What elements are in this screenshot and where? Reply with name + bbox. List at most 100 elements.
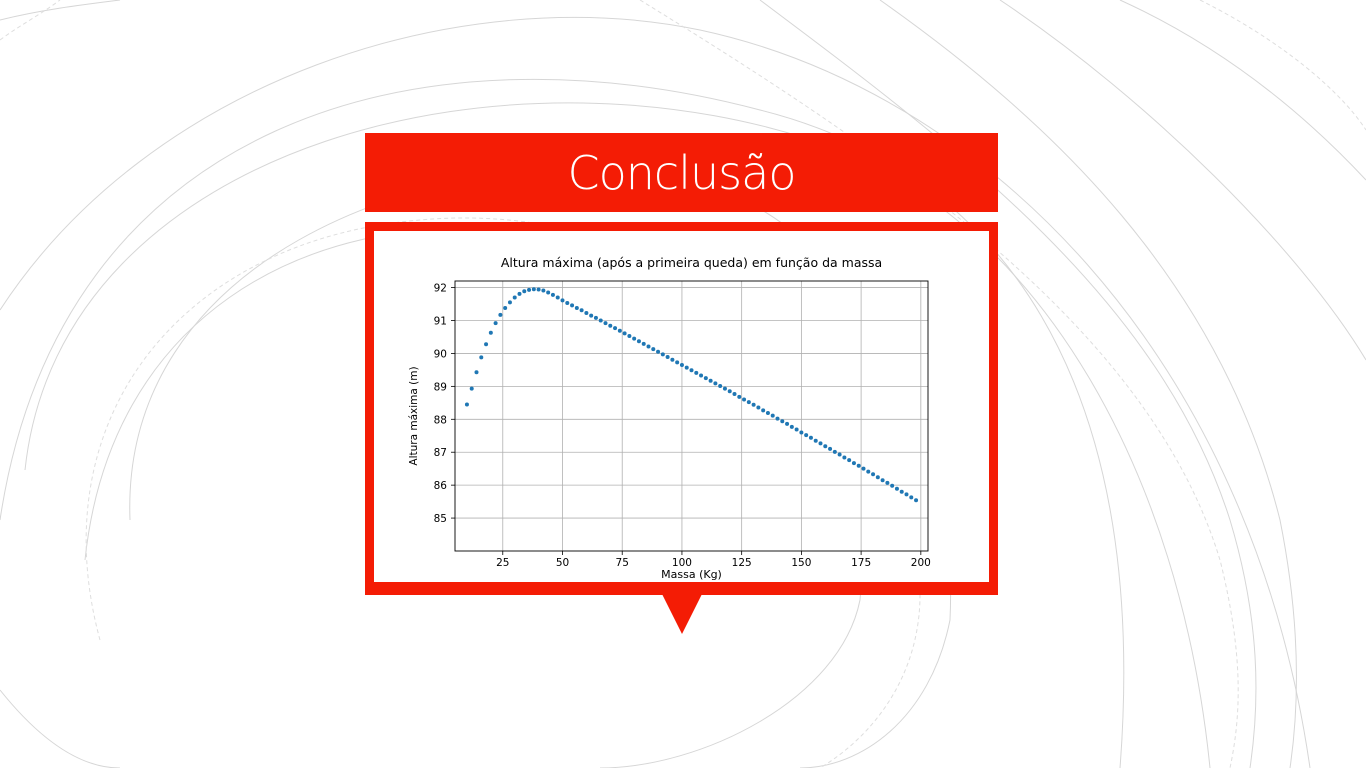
data-point xyxy=(589,313,594,318)
data-point xyxy=(890,483,895,488)
data-point xyxy=(488,330,493,335)
data-point xyxy=(550,292,555,297)
y-tick-label: 90 xyxy=(434,348,447,360)
chart-title: Altura máxima (após a primeira queda) em… xyxy=(501,255,882,270)
data-point xyxy=(718,384,723,389)
y-axis-label: Altura máxima (m) xyxy=(408,366,420,465)
data-point xyxy=(885,480,890,485)
data-point xyxy=(493,321,498,326)
data-point xyxy=(469,386,474,391)
data-point xyxy=(474,370,479,375)
data-point xyxy=(560,298,565,303)
data-point xyxy=(632,336,637,341)
scatter-chart: 25 50 75 100 125 150 175 200 85 86 87 88 89 90 91 92 Alt… xyxy=(408,255,931,581)
x-tick-label: 25 xyxy=(496,557,509,569)
data-point xyxy=(665,355,670,360)
chart-panel: 25 50 75 100 125 150 175 200 85 86 87 88 89 90 91 92 Alt… xyxy=(374,231,989,582)
title-banner: Conclusão xyxy=(365,133,998,212)
data-point xyxy=(498,312,503,317)
data-point xyxy=(770,413,775,418)
data-point xyxy=(780,419,785,424)
data-point xyxy=(531,287,536,292)
y-tick-label: 91 xyxy=(434,316,447,328)
data-point xyxy=(737,394,742,399)
data-point xyxy=(799,430,804,435)
data-point xyxy=(847,458,852,463)
data-point xyxy=(727,389,732,394)
data-point xyxy=(765,411,770,416)
data-point xyxy=(613,326,618,331)
data-point xyxy=(675,360,680,365)
x-tick-label: 125 xyxy=(732,557,752,569)
data-point xyxy=(751,402,756,407)
data-point xyxy=(689,368,694,373)
data-point xyxy=(823,444,828,449)
data-point xyxy=(861,466,866,471)
data-point xyxy=(484,342,489,347)
data-point xyxy=(579,308,584,313)
data-point xyxy=(646,344,651,349)
data-point xyxy=(703,376,708,381)
data-point xyxy=(722,386,727,391)
data-point xyxy=(804,433,809,438)
y-tick-label: 92 xyxy=(434,283,447,295)
data-point xyxy=(622,331,627,336)
y-tick-label: 87 xyxy=(434,447,447,459)
data-point xyxy=(608,323,613,328)
data-point xyxy=(699,373,704,378)
data-point xyxy=(694,370,699,375)
data-point xyxy=(479,355,484,360)
data-point xyxy=(899,489,904,494)
data-point xyxy=(627,333,632,338)
data-point xyxy=(875,475,880,480)
data-point xyxy=(842,455,847,460)
data-point xyxy=(713,381,718,386)
data-point xyxy=(541,288,546,293)
data-point xyxy=(670,357,675,362)
data-point xyxy=(837,452,842,457)
data-point xyxy=(856,463,861,468)
data-point xyxy=(756,405,761,410)
data-point xyxy=(570,303,575,308)
y-tick-label: 88 xyxy=(434,414,447,426)
data-point xyxy=(785,421,790,426)
plot-frame xyxy=(454,280,929,552)
data-point xyxy=(546,290,551,295)
data-point xyxy=(527,287,532,292)
data-point xyxy=(684,365,689,370)
data-point xyxy=(909,495,914,500)
data-point xyxy=(679,362,684,367)
callout-pointer xyxy=(662,594,702,634)
x-tick-label: 50 xyxy=(556,557,569,569)
slide-title: Conclusão xyxy=(567,145,797,200)
data-point xyxy=(818,441,823,446)
data-point xyxy=(517,291,522,296)
data-point xyxy=(598,318,603,323)
data-point xyxy=(761,408,766,413)
data-point xyxy=(565,301,570,306)
data-point xyxy=(904,492,909,497)
data-point xyxy=(775,416,780,421)
data-point xyxy=(536,287,541,292)
data-point xyxy=(522,289,527,294)
data-point xyxy=(507,300,512,305)
data-point xyxy=(651,347,656,352)
data-point xyxy=(660,352,665,357)
data-point xyxy=(746,400,751,405)
data-point xyxy=(832,449,837,454)
data-point xyxy=(808,435,813,440)
data-point xyxy=(464,402,469,407)
x-tick-label: 75 xyxy=(616,557,629,569)
data-point xyxy=(794,427,799,432)
data-point xyxy=(742,397,747,402)
data-point xyxy=(593,315,598,320)
x-tick-label: 100 xyxy=(672,557,692,569)
data-point xyxy=(512,295,517,300)
data-point xyxy=(555,295,560,300)
y-tick-label: 85 xyxy=(434,513,447,525)
data-point xyxy=(636,339,641,344)
data-point xyxy=(880,478,885,483)
x-tick-label: 200 xyxy=(911,557,931,569)
data-point xyxy=(732,391,737,396)
data-point xyxy=(584,310,589,315)
